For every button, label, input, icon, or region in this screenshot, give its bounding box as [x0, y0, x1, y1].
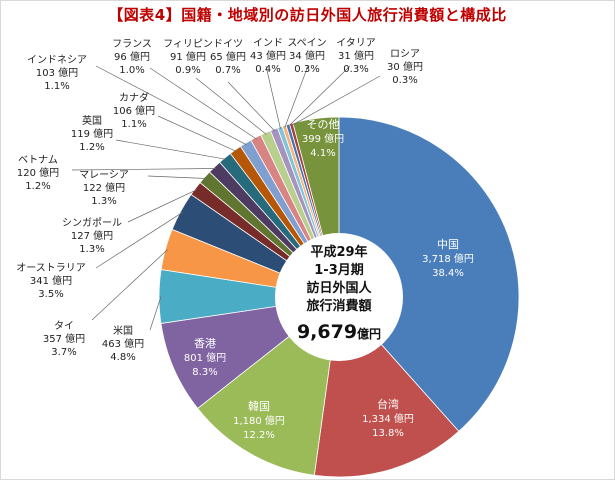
- leader-line: [149, 296, 162, 331]
- leader-line: [91, 249, 168, 321]
- slice-label: フランス 96 億円 1.0%: [112, 38, 152, 76]
- center-line-3: 訪日外国人: [306, 280, 372, 296]
- slice-label: インド 43 億円 0.4%: [250, 38, 286, 75]
- center-line-1: 平成29年: [310, 244, 367, 260]
- leader-line: [195, 77, 267, 135]
- slice-label: ドイツ 65 億円 0.7%: [210, 39, 246, 76]
- slice-label: タイ 357 億円 3.7%: [43, 320, 85, 358]
- pie-slice: [338, 116, 520, 432]
- leader-line: [157, 115, 237, 152]
- leader-line: [71, 168, 216, 171]
- slice-label: 韓国 1,180 億円 12.2%: [233, 400, 285, 441]
- leader-line: [291, 75, 381, 126]
- leader-line: [95, 212, 183, 269]
- leader-line: [95, 65, 247, 146]
- slice-label: ベトナム 120 億円 1.2%: [17, 154, 59, 192]
- slice-label: オーストラリア 341 億円 3.5%: [16, 262, 86, 300]
- leader-line: [147, 175, 207, 179]
- slice-label: マレーシア 122 億円 1.3%: [79, 170, 129, 207]
- slice-label: 台湾 1,334 億円 13.8%: [362, 397, 414, 439]
- center-total-unit: 億円: [357, 326, 381, 341]
- slice-label: ロシア 30 億円 0.3%: [387, 49, 423, 86]
- chart-title: 【図表4】国籍・地域別の訪日外国人旅行消費額と構成比: [108, 6, 507, 24]
- leader-line: [127, 189, 198, 223]
- slice-label: その他 399 億円 4.1%: [302, 118, 344, 159]
- slice-label: 香港 801 億円 8.3%: [184, 337, 226, 378]
- slice-label: シンガポール 127 億円 1.3%: [62, 217, 122, 255]
- slice-label: 英国 119 億円 1.2%: [71, 114, 113, 153]
- slice-label: インドネシア 103 億円 1.1%: [27, 54, 87, 92]
- leader-line: [227, 81, 275, 132]
- slice-label: 米国 463 億円 4.8%: [102, 324, 144, 363]
- slice-label: フィリピン 91 億円 0.9%: [163, 38, 213, 76]
- slice-label: スペイン 34 億円 0.3%: [287, 38, 326, 75]
- leader-line: [288, 65, 351, 127]
- slice-label: カナダ 106 億円 1.1%: [113, 91, 155, 130]
- slice-label: イタリア 31 億円 0.3%: [336, 37, 376, 75]
- center-hole: [275, 233, 403, 361]
- center-line-2: 1-3月期: [314, 263, 364, 278]
- leader-line: [284, 65, 309, 128]
- leader-line: [265, 65, 281, 129]
- center-line-4: 旅行消費額: [306, 298, 371, 314]
- center-total-value: 9,679: [297, 321, 357, 343]
- slice-label: 中国 3,718 億円 38.4%: [422, 238, 474, 279]
- center-total: 9,679億円: [297, 321, 381, 343]
- leader-line: [149, 67, 257, 140]
- leader-line: [115, 139, 227, 160]
